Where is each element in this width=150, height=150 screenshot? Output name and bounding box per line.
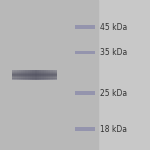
Bar [12, 79, 57, 80]
Bar [12, 78, 57, 79]
Bar [21, 70, 23, 80]
Bar [50, 70, 52, 80]
Bar [12, 75, 57, 76]
Bar [75, 127, 94, 131]
Bar [37, 70, 39, 80]
Bar [0, 0, 98, 150]
Text: 45 kDa: 45 kDa [100, 22, 128, 32]
Text: 25 kDa: 25 kDa [100, 88, 128, 98]
Bar [12, 74, 57, 75]
Bar [19, 70, 21, 80]
Bar [12, 70, 57, 71]
Bar [75, 51, 94, 54]
Bar [12, 72, 57, 73]
Bar [23, 70, 26, 80]
Bar [41, 70, 43, 80]
Bar [34, 70, 37, 80]
Text: 35 kDa: 35 kDa [100, 48, 128, 57]
Text: 18 kDa: 18 kDa [100, 124, 127, 134]
Bar [12, 77, 57, 78]
Bar [12, 70, 14, 80]
Bar [32, 70, 34, 80]
Bar [75, 25, 94, 29]
Bar [12, 73, 57, 74]
Bar [44, 70, 46, 80]
Bar [46, 70, 48, 80]
Bar [12, 71, 57, 72]
Bar [39, 70, 41, 80]
Bar [30, 70, 32, 80]
Bar [55, 70, 57, 80]
Bar [14, 70, 16, 80]
Bar [75, 91, 94, 95]
Bar [28, 70, 30, 80]
Bar [12, 76, 57, 77]
Bar [48, 70, 50, 80]
Bar [16, 70, 19, 80]
Bar [26, 70, 28, 80]
Bar [52, 70, 55, 80]
